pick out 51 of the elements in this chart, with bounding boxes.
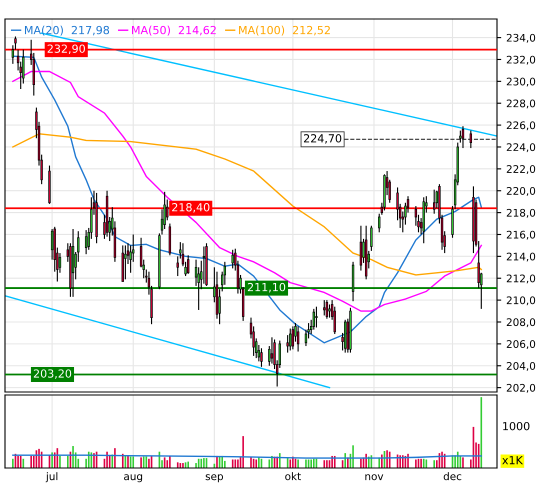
y-tick-label: 208,0 xyxy=(506,318,536,328)
legend-label: MA(20) 217,98 xyxy=(24,26,110,36)
candlestick xyxy=(360,225,362,272)
candlestick xyxy=(323,300,326,316)
y-tick-label: 226,0 xyxy=(506,121,536,130)
y-tick-label: 232,0 xyxy=(506,56,536,65)
candlestick xyxy=(312,308,315,330)
x-tick-label: okt xyxy=(285,472,301,480)
y-tick-label: 212,0 xyxy=(506,274,536,284)
legend-label: MA(100) 212,52 xyxy=(239,26,330,36)
y-tick-label: 202,0 xyxy=(506,384,536,393)
y-tick-label: 204,0 xyxy=(506,362,536,371)
candlestick xyxy=(326,300,328,320)
x-tick-label: aug xyxy=(124,474,142,482)
x-tick-label: dec xyxy=(444,472,462,480)
ref-line-label: 218,40 xyxy=(172,203,210,213)
candlestick xyxy=(328,304,331,318)
candlestick xyxy=(231,249,234,269)
line-series xyxy=(12,70,482,312)
y-tick-label: 220,0 xyxy=(506,186,536,196)
candlestick xyxy=(296,326,300,352)
candlestick xyxy=(187,254,190,274)
y-tick-label: 214,0 xyxy=(506,252,536,262)
text: x1K xyxy=(502,456,524,464)
candlestick xyxy=(470,130,472,149)
text: 1000 xyxy=(503,422,530,430)
y-tick-label: 210,0 xyxy=(506,296,536,306)
x-tick-label: nov xyxy=(365,474,384,480)
ref-line-label: 232,90 xyxy=(48,44,85,54)
candlestick xyxy=(50,228,54,260)
candlestick xyxy=(84,230,88,255)
ref-line-label: 203,20 xyxy=(34,369,72,379)
y-tick-label: 206,0 xyxy=(506,340,536,350)
y-tick-label: 230,0 xyxy=(506,78,536,87)
candlestick xyxy=(292,326,294,350)
y-tick-label: 216,0 xyxy=(506,230,536,240)
y-tick-label: 218,0 xyxy=(506,208,536,218)
candlestick xyxy=(124,244,127,280)
y-tick-label: 222,0 xyxy=(506,165,536,174)
y-tick-label: 228,0 xyxy=(506,99,536,108)
candlestick xyxy=(315,306,318,328)
candlestick xyxy=(433,189,436,214)
candlestick xyxy=(289,328,292,351)
y-tick-label: 224,0 xyxy=(506,143,536,152)
legend-label: MA(50) 214,62 xyxy=(132,26,216,36)
y-tick-label: 234,0 xyxy=(506,34,536,43)
x-tick-label: jul xyxy=(46,472,58,482)
candlestick xyxy=(370,225,373,252)
ref-line-label: 224,70 xyxy=(304,134,342,144)
x-tick-label: sep xyxy=(206,474,224,482)
ref-line-label: 211,10 xyxy=(248,282,286,292)
